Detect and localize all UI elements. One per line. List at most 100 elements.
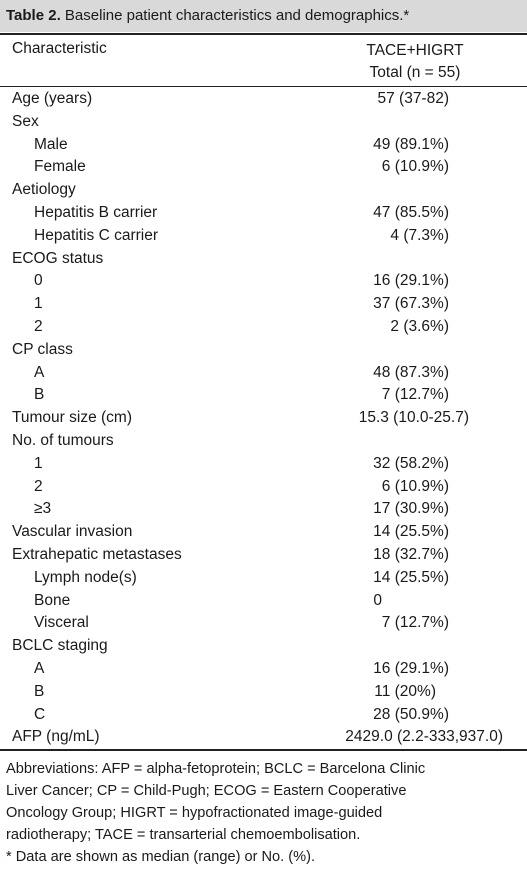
table-caption: Table 2. Baseline patient characteristic… [0, 0, 527, 32]
row-value: 48 (87.3%) [373, 363, 449, 381]
row-label: No. of tumours [12, 431, 114, 449]
row-value: 28 (50.9%) [373, 705, 449, 723]
row-value: 11 (20%) [374, 682, 436, 700]
row-value: 7 (12.7%) [381, 386, 449, 404]
row-label: Visceral [34, 614, 89, 632]
table-row: B 7 (12.7%) [0, 384, 527, 407]
table-row: Aetiology [0, 179, 527, 202]
row-label: B [34, 682, 45, 700]
row-label: 1 [34, 295, 43, 313]
table-body: Age (years) 57 (37-82) Sex Male 49 (89.1%)… [0, 88, 527, 749]
table-row: 2 2 (3.6%) [0, 316, 527, 339]
footnote-line: Liver Cancer; CP = Child-Pugh; ECOG = Ea… [6, 783, 407, 799]
row-label: Female [34, 158, 86, 176]
header-group: TACE+HIGRT Total (n = 55) [340, 40, 490, 84]
row-label: Tumour size (cm) [12, 409, 132, 427]
row-label: 2 [34, 317, 43, 335]
table-row: C 28 (50.9%) [0, 704, 527, 727]
row-value: 47 (85.5%) [373, 203, 449, 221]
footnote-line: Oncology Group; HIGRT = hypofractionated… [6, 805, 383, 821]
table-row: Bone 0 [0, 590, 527, 613]
table-row: Lymph node(s) 14 (25.5%) [0, 567, 527, 590]
row-value: 4 (7.3%) [390, 226, 449, 244]
table-row: Male 49 (89.1%) [0, 134, 527, 157]
table-row: Female 6 (10.9%) [0, 156, 527, 179]
table-footnote: Abbreviations: AFP = alpha-fetoprotein; … [6, 758, 520, 868]
row-label: ≥3 [34, 500, 52, 518]
row-label: Age (years) [12, 90, 93, 107]
table-header: Characteristic TACE+HIGRT Total (n = 55) [0, 34, 527, 86]
footnote-line: Abbreviations: AFP = alpha-fetoprotein; … [6, 761, 426, 777]
row-value: 14 (25.5%) [373, 568, 449, 586]
row-label: A [34, 659, 45, 677]
header-characteristic: Characteristic [12, 40, 107, 57]
row-value: 14 (25.5%) [373, 523, 449, 541]
caption-label: Table 2. [6, 7, 61, 24]
table-row: Tumour size (cm) 15.3 (10.0-25.7) [0, 407, 527, 430]
row-value: 6 (10.9%) [381, 477, 449, 495]
header-top-rule [0, 33, 527, 35]
table-row: Age (years) 57 (37-82) [0, 88, 527, 111]
row-label: ECOG status [12, 249, 104, 267]
table-row: Hepatitis C carrier 4 (7.3%) [0, 225, 527, 248]
table-row: Hepatitis B carrier 47 (85.5%) [0, 202, 527, 225]
row-label: 2 [34, 477, 43, 495]
row-label: 0 [34, 272, 43, 290]
row-value: 2 (3.6%) [390, 317, 449, 335]
row-label: Lymph node(s) [34, 568, 137, 586]
row-value: 16 (29.1%) [373, 272, 449, 290]
row-value: 17 (30.9%) [373, 500, 449, 518]
row-value: 16 (29.1%) [373, 659, 449, 677]
row-value: 57 (37-82) [377, 90, 449, 107]
row-value: 0 [373, 591, 382, 609]
row-label: A [34, 363, 45, 381]
table-row: 0 16 (29.1%) [0, 270, 527, 293]
table-row: B 11 (20%) [0, 681, 527, 704]
caption-text: Baseline patient characteristics and dem… [60, 7, 410, 24]
row-value: 49 (89.1%) [373, 135, 449, 153]
table-row: ≥3 17 (30.9%) [0, 498, 527, 521]
row-value: 37 (67.3%) [373, 295, 449, 313]
table-bottom-rule [0, 749, 527, 751]
table-row: 1 32 (58.2%) [0, 453, 527, 476]
table-row: A 48 (87.3%) [0, 362, 527, 385]
footnote-line: * Data are shown as median (range) or No… [6, 849, 316, 865]
table-row: Visceral 7 (12.7%) [0, 612, 527, 635]
table-row: 1 37 (67.3%) [0, 293, 527, 316]
row-value: 7 (12.7%) [381, 614, 449, 632]
row-label: B [34, 386, 45, 404]
row-label: BCLC staging [12, 637, 108, 655]
table-row: BCLC staging [0, 635, 527, 658]
row-label: Extrahepatic metastases [12, 545, 182, 563]
row-label: Male [34, 135, 68, 153]
row-label: Bone [34, 591, 71, 609]
row-label: Vascular invasion [12, 523, 133, 541]
table-row: ECOG status [0, 248, 527, 271]
header-group-name: TACE+HIGRT [366, 42, 464, 59]
table-row: Vascular invasion 14 (25.5%) [0, 521, 527, 544]
row-label: Hepatitis C carrier [34, 226, 159, 244]
row-value: 15.3 (10.0-25.7) [358, 409, 469, 427]
row-value: 2429.0 (2.2-333,937.0) [345, 728, 503, 746]
row-label: CP class [12, 340, 73, 358]
row-label: Aetiology [12, 181, 76, 199]
row-label: C [34, 705, 46, 723]
row-label: Sex [12, 112, 39, 130]
header-group-total: Total (n = 55) [369, 64, 461, 81]
row-value: 32 (58.2%) [373, 454, 449, 472]
table-row: Sex [0, 111, 527, 134]
footnote-line: radiotherapy; TACE = transarterial chemo… [6, 827, 361, 843]
row-label: 1 [34, 454, 43, 472]
table-row: 2 6 (10.9%) [0, 476, 527, 499]
table-row: Extrahepatic metastases 18 (32.7%) [0, 544, 527, 567]
table-row: A 16 (29.1%) [0, 658, 527, 681]
row-label: Hepatitis B carrier [34, 203, 158, 221]
header-bottom-rule [0, 86, 527, 87]
table-row: CP class [0, 339, 527, 362]
table-row: AFP (ng/mL) 2429.0 (2.2-333,937.0) [0, 726, 527, 749]
row-value: 6 (10.9%) [381, 158, 449, 176]
row-label: AFP (ng/mL) [12, 728, 100, 746]
table-row: No. of tumours [0, 430, 527, 453]
row-value: 18 (32.7%) [373, 545, 449, 563]
